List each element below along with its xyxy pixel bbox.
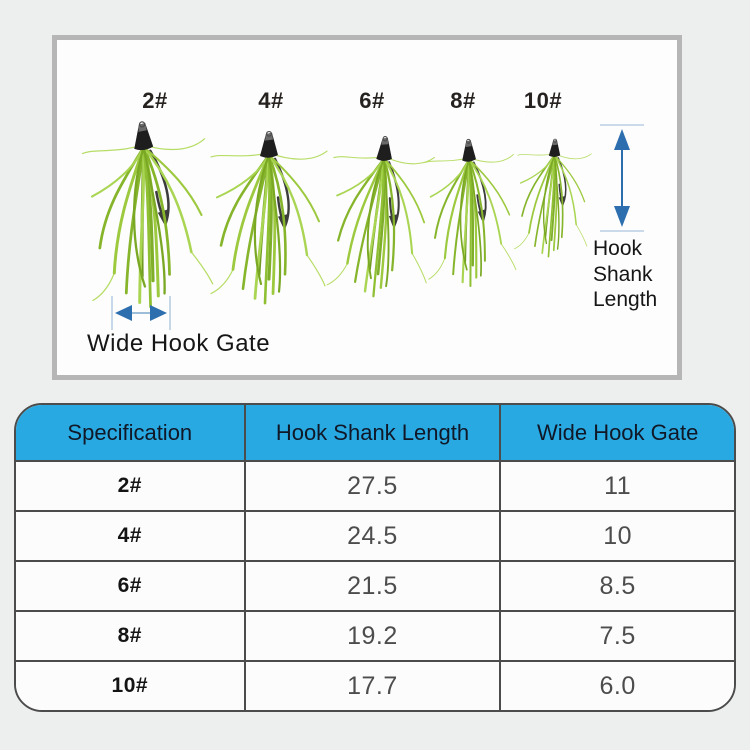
feather-jig-8 <box>422 136 520 289</box>
table-row: 6# 21.5 8.5 <box>16 562 734 612</box>
gate-value: 6.0 <box>599 671 636 700</box>
specification-table: Specification Hook Shank Length Wide Hoo… <box>14 403 736 712</box>
spec-value: 8# <box>117 624 142 647</box>
feather-jig-2 <box>79 116 218 313</box>
size-label-6: 6# <box>359 88 385 113</box>
table-row: 8# 19.2 7.5 <box>16 612 734 662</box>
table-row: 2# 27.5 11 <box>16 462 734 512</box>
hook-gate-label: Wide Hook Gate <box>87 330 271 357</box>
size-label-2: 2# <box>142 88 168 113</box>
size-label-4: 4# <box>258 88 284 113</box>
table-row: 10# 17.7 6.0 <box>16 662 734 710</box>
shank-length-label: Hook Shank Length <box>593 237 658 312</box>
header-shank-length: Hook Shank Length <box>243 405 502 460</box>
table-row: 4# 24.5 10 <box>16 512 734 562</box>
spec-value: 2# <box>117 474 142 497</box>
shank-value: 19.2 <box>243 612 502 660</box>
spec-value: 6# <box>117 574 142 597</box>
hook-gate-arrow-icon <box>111 296 171 330</box>
gate-value: 11 <box>604 471 632 500</box>
feather-jig-4 <box>209 130 329 305</box>
product-photo-panel: 2# 4# 6# 8# 10# Hook Shank Length Wide H… <box>52 35 682 380</box>
shank-value: 24.5 <box>243 512 502 560</box>
feather-jig-6 <box>325 132 437 301</box>
size-label-8: 8# <box>450 88 476 113</box>
header-specification: Specification <box>67 419 193 445</box>
table-header-row: Specification Hook Shank Length Wide Hoo… <box>16 405 734 462</box>
shank-length-arrow-icon <box>600 124 644 232</box>
gate-value: 10 <box>603 521 633 550</box>
shank-value: 17.7 <box>243 662 502 710</box>
spec-value: 10# <box>111 674 149 697</box>
shank-value: 21.5 <box>243 562 502 610</box>
gate-value: 7.5 <box>599 621 636 650</box>
spec-value: 4# <box>117 524 142 547</box>
feather-jig-10 <box>513 136 593 259</box>
shank-value: 27.5 <box>243 462 502 510</box>
gate-value: 8.5 <box>599 571 636 600</box>
header-hook-gate: Wide Hook Gate <box>536 419 699 445</box>
size-label-10: 10# <box>523 88 563 113</box>
